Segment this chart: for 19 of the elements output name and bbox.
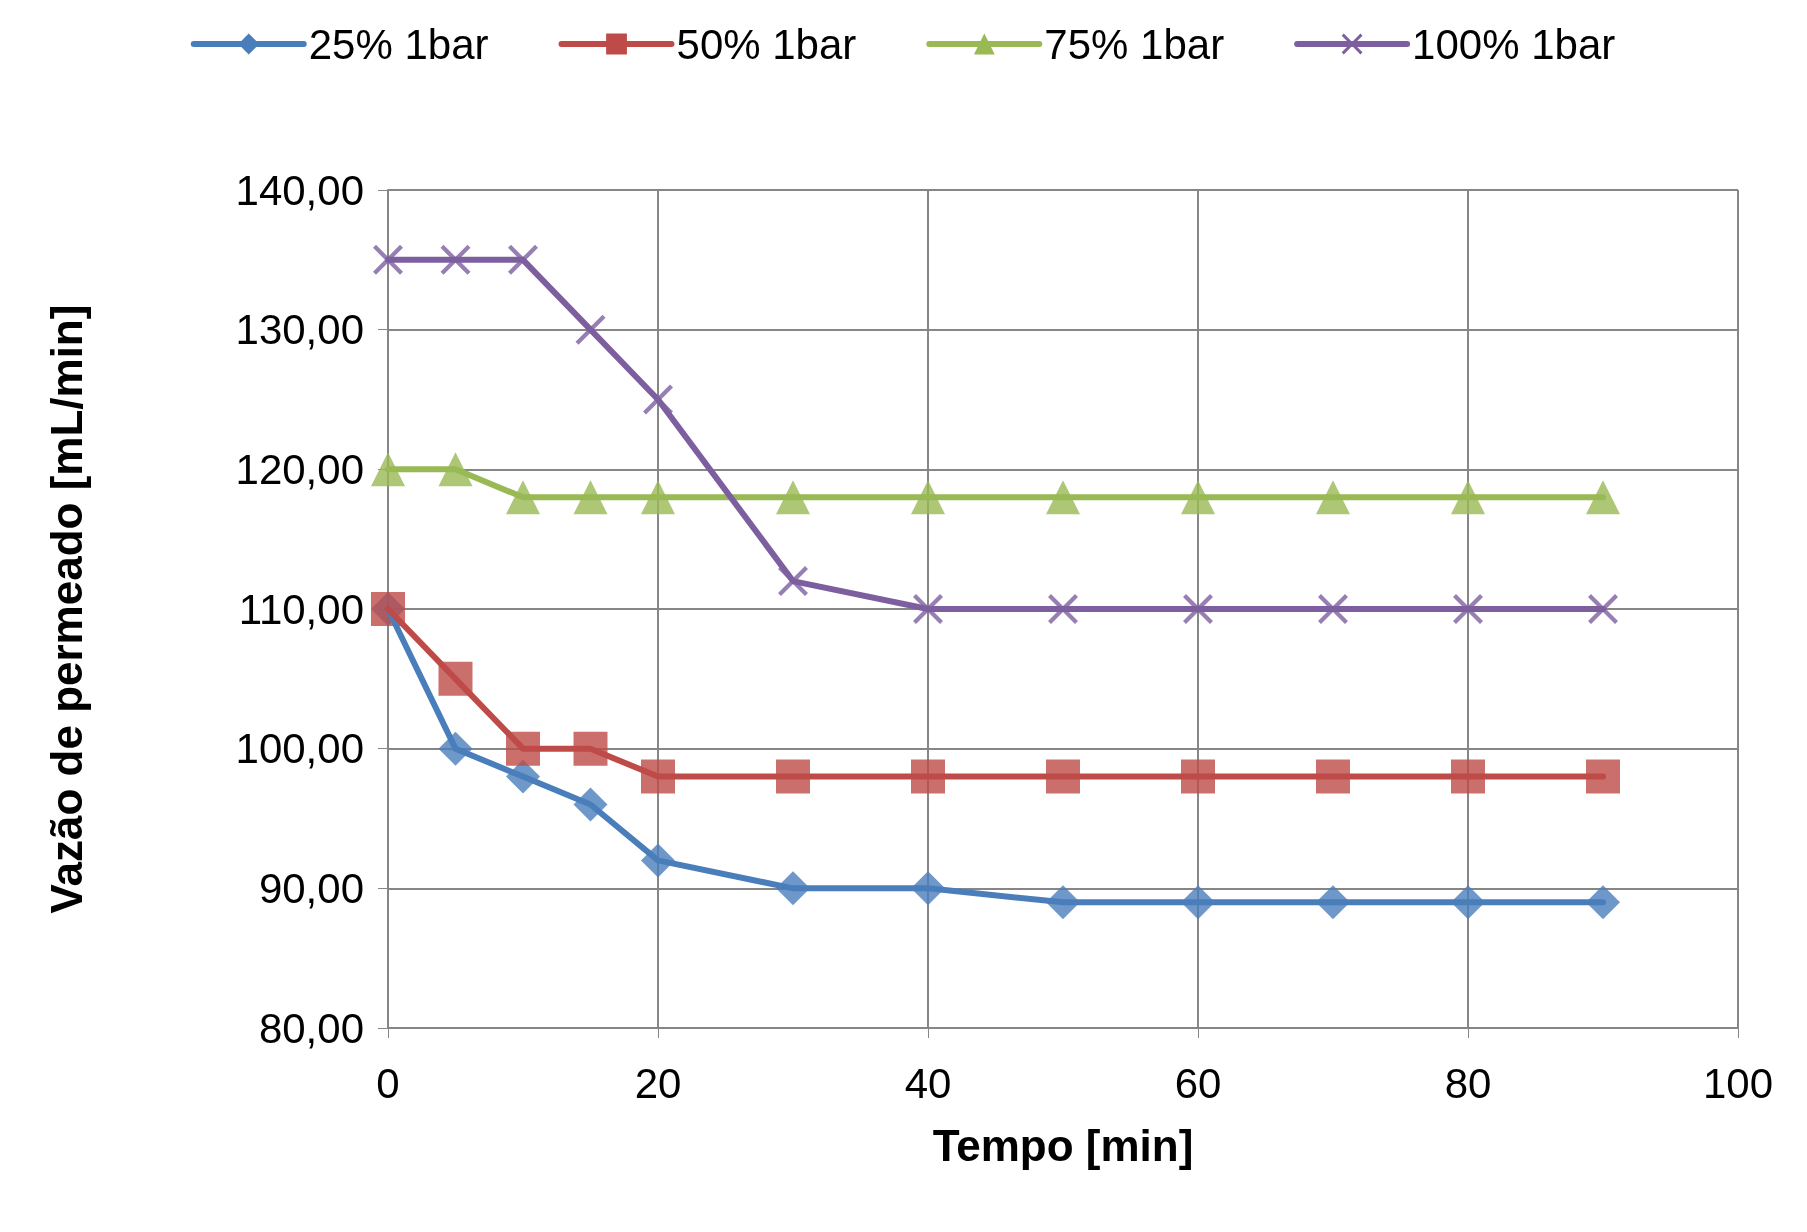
x-tick-label: 60 — [1174, 1059, 1222, 1107]
y-tick-label: 80,00 — [258, 1004, 364, 1052]
y-tick-label: 90,00 — [258, 864, 364, 912]
y-axis-title: Vazão de permeado [mL/min] — [41, 304, 91, 914]
x-tick-label: 40 — [904, 1059, 952, 1107]
legend-label: 100% 1bar — [1412, 20, 1616, 68]
x-tick-label: 100 — [1702, 1059, 1774, 1107]
legend-label: 75% 1bar — [1044, 20, 1225, 68]
y-tick-label: 100,00 — [235, 725, 364, 773]
legend-label: 50% 1bar — [676, 20, 857, 68]
x-tick-label: 0 — [376, 1059, 400, 1107]
y-tick-label: 130,00 — [235, 306, 364, 354]
x-axis-title: Tempo [min] — [932, 1120, 1194, 1170]
y-tick-label: 110,00 — [238, 585, 364, 633]
x-tick-label: 20 — [634, 1059, 682, 1107]
y-tick-label: 140,00 — [235, 166, 364, 214]
legend-label: 25% 1bar — [308, 20, 489, 68]
y-tick-label: 120,00 — [235, 445, 364, 493]
x-tick-label: 80 — [1444, 1059, 1492, 1107]
